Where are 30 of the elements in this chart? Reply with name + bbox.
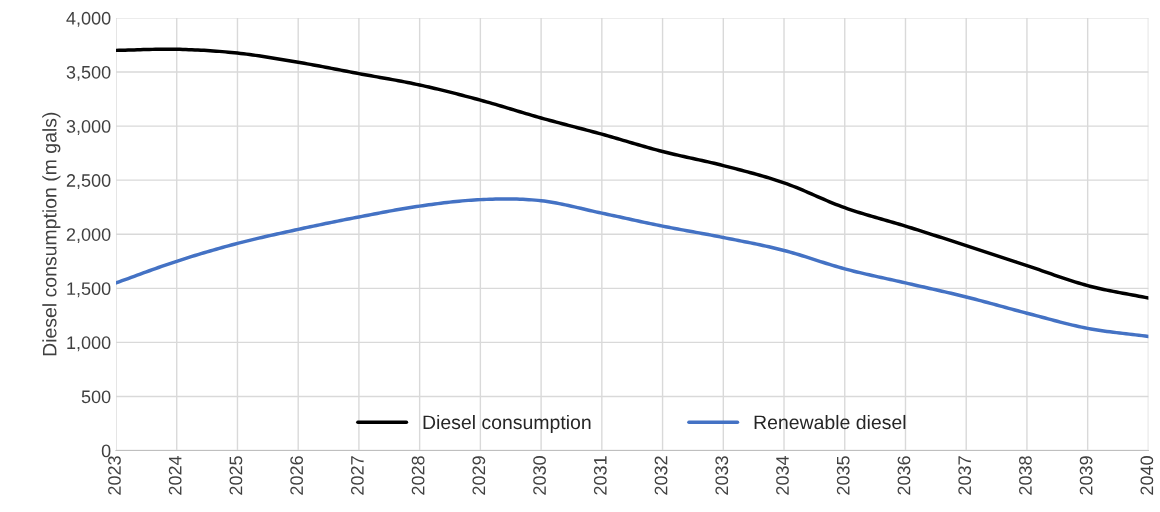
x-tick-label: 2031 bbox=[593, 456, 607, 495]
legend-label: Renewable diesel bbox=[754, 414, 906, 430]
y-axis-title: Diesel consumption (m gals) bbox=[42, 112, 61, 356]
x-tick-label: 2036 bbox=[897, 456, 911, 495]
x-tick-label: 2033 bbox=[715, 456, 729, 495]
x-tick-label: 2025 bbox=[229, 456, 243, 495]
x-tick-label: 2037 bbox=[958, 456, 972, 495]
x-tick-label: 2038 bbox=[1019, 456, 1032, 495]
x-tick-label: 2029 bbox=[472, 456, 486, 495]
x-tick-label: 2034 bbox=[776, 455, 789, 495]
y-tick-label: 3,500 bbox=[66, 65, 111, 81]
y-tick-label: 0 bbox=[101, 444, 111, 458]
y-tick-label: 500 bbox=[81, 390, 111, 404]
x-tick-label: 2032 bbox=[654, 456, 668, 495]
x-tick-label: 2040 bbox=[1140, 456, 1154, 495]
x-tick-label: 2035 bbox=[836, 456, 850, 495]
y-tick-label: 1,500 bbox=[67, 282, 111, 298]
y-tick-label: 4,000 bbox=[66, 11, 111, 27]
y-tick-label: 3,000 bbox=[66, 120, 111, 135]
x-tick-label: 2024 bbox=[168, 455, 182, 495]
x-tick-label: 2027 bbox=[350, 456, 364, 495]
x-tick-label: 2030 bbox=[533, 456, 546, 495]
legend-label: Diesel consumption bbox=[423, 414, 591, 434]
x-tick-label: 2039 bbox=[1079, 456, 1093, 495]
y-tick-label: 2,000 bbox=[66, 228, 111, 244]
x-tick-label: 2028 bbox=[411, 456, 425, 495]
y-tick-label: 2,500 bbox=[66, 174, 111, 190]
x-tick-label: 2023 bbox=[108, 456, 121, 495]
y-tick-label: 1,000 bbox=[67, 336, 111, 352]
x-tick-label: 2026 bbox=[290, 456, 304, 495]
